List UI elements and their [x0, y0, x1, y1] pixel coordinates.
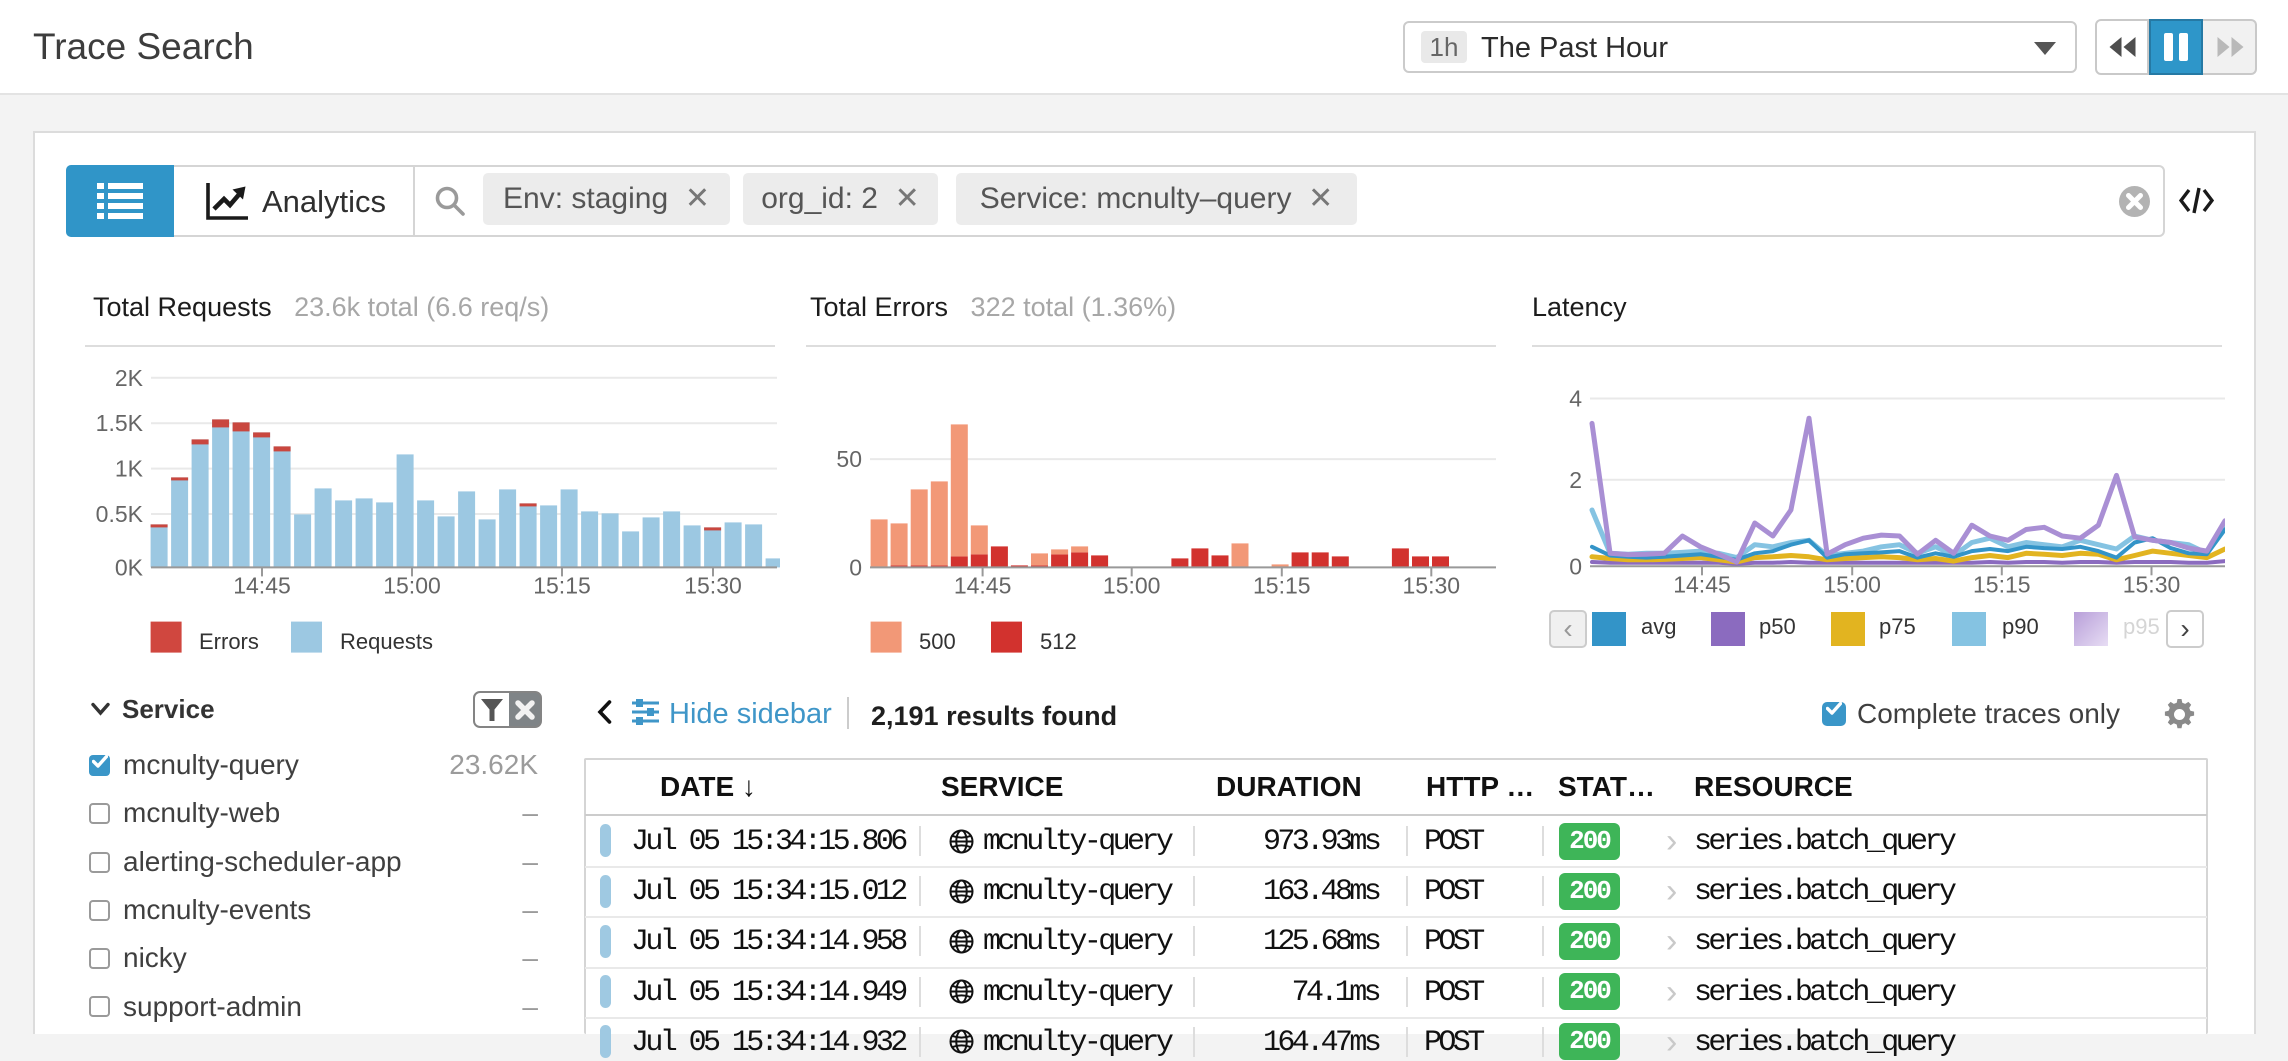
svg-text:512: 512	[1040, 629, 1077, 654]
svg-text:2K: 2K	[115, 365, 144, 391]
svg-text:15:00: 15:00	[1823, 571, 1881, 597]
svg-text:14:45: 14:45	[233, 572, 291, 598]
svg-text:15:30: 15:30	[2123, 571, 2181, 597]
svg-text:1.5K: 1.5K	[96, 410, 144, 436]
svg-text:14:45: 14:45	[1673, 571, 1731, 597]
svg-text:15:15: 15:15	[1973, 571, 2031, 597]
svg-text:50: 50	[836, 446, 862, 472]
svg-text:15:15: 15:15	[1253, 572, 1311, 598]
svg-text:15:15: 15:15	[533, 572, 591, 598]
svg-text:0.5K: 0.5K	[96, 501, 144, 527]
svg-text:14:45: 14:45	[954, 572, 1012, 598]
svg-text:15:30: 15:30	[1403, 572, 1461, 598]
svg-text:15:00: 15:00	[383, 572, 441, 598]
svg-text:0: 0	[1569, 553, 1582, 579]
svg-text:15:30: 15:30	[684, 572, 742, 598]
svg-text:15:00: 15:00	[1103, 572, 1161, 598]
svg-text:Errors: Errors	[199, 629, 259, 654]
svg-text:Requests: Requests	[340, 629, 433, 654]
svg-text:0K: 0K	[115, 554, 144, 580]
svg-text:2: 2	[1569, 467, 1582, 493]
svg-text:500: 500	[919, 629, 956, 654]
svg-text:1K: 1K	[115, 456, 144, 482]
svg-text:4: 4	[1569, 386, 1582, 412]
svg-text:0: 0	[849, 554, 862, 580]
